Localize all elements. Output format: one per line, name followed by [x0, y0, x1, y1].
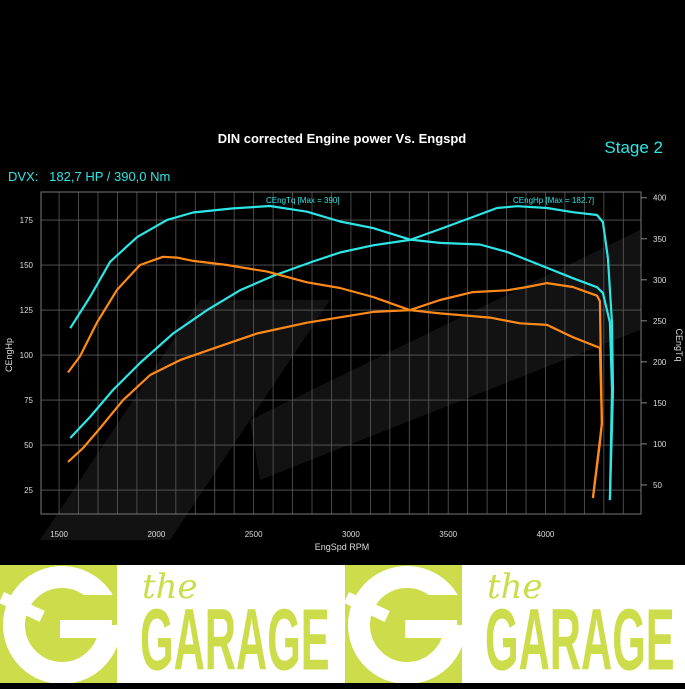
garage-logo: the GARAGE [0, 565, 335, 689]
logo-the: the [142, 567, 198, 607]
x-tick: 1500 [50, 530, 68, 539]
y-tick-left: 25 [24, 486, 33, 495]
garage-logo: the GARAGE [343, 565, 680, 689]
series-line-stock-power [67, 282, 603, 499]
logo-the: the [487, 567, 543, 607]
dvx-summary: DVX: 182,7 HP / 390,0 Nm [8, 169, 170, 184]
annotation-torque: CEngTq [Max = 390] [266, 196, 340, 205]
x-tick: 2500 [245, 530, 263, 539]
series-line-tuned-power [69, 205, 615, 501]
y-tick-right: 200 [653, 358, 667, 367]
logo-garage: GARAGE [140, 591, 330, 689]
y-tick-left: 175 [20, 216, 34, 225]
g-wrench-icon [0, 565, 121, 684]
x-tick: 3000 [342, 530, 360, 539]
series-line-stock-torque [67, 255, 603, 499]
y-tick-left: 100 [20, 351, 34, 360]
plot-frame [40, 191, 642, 515]
annotation-power: CEngHp [Max = 182.7] [513, 196, 594, 205]
dyno-chart: 25 50 75 100 125 150 175 50 100 150 200 250 300 350 40… [4, 131, 684, 552]
y-tick-left: 50 [24, 441, 33, 450]
y-tick-right: 350 [653, 235, 667, 244]
x-axis-label: EngSpd RPM [315, 542, 370, 552]
x-tick: 4000 [537, 530, 555, 539]
y-tick-left: 150 [20, 261, 34, 270]
y-tick-right: 400 [653, 194, 667, 203]
logo-garage: GARAGE [485, 591, 675, 689]
y-tick-right: 150 [653, 399, 667, 408]
y-axis-left-label: CEngHp [4, 338, 14, 372]
y-tick-right: 250 [653, 317, 667, 326]
y-axis-right-label: CEngTq [674, 328, 684, 361]
y-tick-right: 300 [653, 276, 667, 285]
x-tick: 3500 [439, 530, 457, 539]
series-line-tuned-torque [69, 204, 614, 500]
y-tick-right: 100 [653, 440, 667, 449]
garage-logo-band: the GARAGE the GARAGE [0, 565, 685, 689]
x-tick: 2000 [147, 530, 165, 539]
g-wrench-icon [343, 565, 466, 684]
stage-label: Stage 2 [604, 138, 663, 157]
y-tick-left: 125 [20, 306, 34, 315]
y-tick-right: 50 [653, 481, 662, 490]
y-tick-left: 75 [24, 396, 33, 405]
chart-title: DIN corrected Engine power Vs. Engspd [218, 131, 467, 146]
